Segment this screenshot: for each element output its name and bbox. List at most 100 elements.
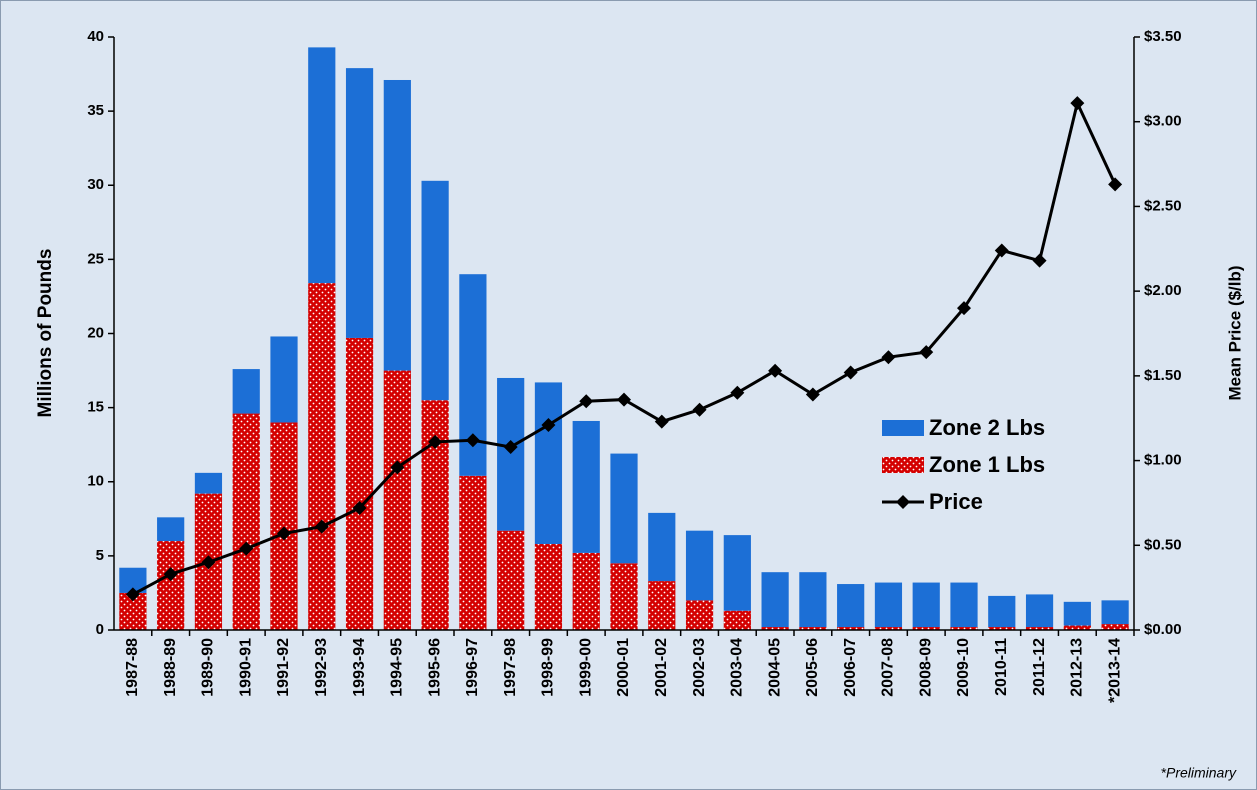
- y2-tick-label: $2.50: [1144, 197, 1182, 214]
- bar: [157, 541, 185, 630]
- bar: [497, 377, 525, 531]
- y2-tick-label: $3.50: [1144, 28, 1182, 45]
- price-marker: [314, 519, 329, 534]
- bar: [383, 370, 411, 630]
- price-marker: [730, 385, 745, 400]
- y-tick-label: 5: [96, 547, 104, 564]
- bar: [1025, 594, 1054, 628]
- bar: [497, 530, 525, 630]
- bar: [1063, 601, 1091, 626]
- bar: [270, 422, 298, 630]
- y-tick-label: 35: [87, 102, 104, 119]
- x-tick-label: 2010-11: [993, 638, 1010, 696]
- x-tick-label: 2005-06: [804, 638, 821, 697]
- bar: [270, 336, 298, 423]
- price-marker: [617, 392, 631, 407]
- bar: [610, 563, 638, 630]
- x-tick-label: 1988-89: [162, 638, 179, 697]
- x-tick-label: 2011-12: [1031, 638, 1048, 696]
- y2-tick-label: $2.00: [1144, 282, 1182, 299]
- price-marker: [428, 434, 443, 449]
- price-marker: [352, 501, 367, 516]
- y2-tick-label: $3.00: [1144, 113, 1182, 130]
- bar: [648, 581, 676, 630]
- bar: [232, 413, 260, 630]
- price-marker: [1108, 177, 1123, 192]
- y2-tick-label: $1.50: [1144, 367, 1182, 384]
- price-marker: [881, 350, 896, 365]
- bar: [837, 584, 865, 628]
- x-tick-label: 1993-94: [351, 638, 368, 697]
- y-tick-label: 10: [87, 473, 104, 490]
- bar: [837, 627, 865, 630]
- x-tick-label: 1991-92: [275, 638, 292, 697]
- bar: [157, 517, 185, 542]
- x-tick-label: 1992-93: [313, 638, 330, 697]
- bar: [685, 530, 714, 601]
- bar: [799, 572, 827, 628]
- x-tick-label: 2004-05: [766, 638, 783, 697]
- bar: [950, 627, 978, 630]
- y2-tick-label: $0.50: [1144, 536, 1182, 553]
- bar: [723, 610, 751, 630]
- x-tick-label: 1987-88: [124, 638, 141, 697]
- x-tick-label: 2002-03: [691, 638, 708, 697]
- price-marker: [465, 433, 480, 448]
- price-marker: [503, 440, 518, 455]
- price-marker: [579, 394, 594, 409]
- footnote: *Preliminary: [1161, 765, 1237, 781]
- x-tick-label: 1995-96: [426, 638, 443, 697]
- price-marker: [994, 243, 1009, 258]
- bar: [572, 552, 600, 630]
- x-tick-label: 1996-97: [464, 638, 481, 697]
- bar: [723, 535, 751, 611]
- price-marker: [843, 365, 858, 380]
- bar: [761, 572, 789, 628]
- bar: [421, 180, 449, 401]
- price-marker: [201, 555, 216, 570]
- bar: [1025, 627, 1054, 630]
- bar: [194, 472, 223, 494]
- legend-label: Zone 2 Lbs: [929, 415, 1045, 440]
- y-tick-label: 40: [87, 28, 104, 45]
- price-marker: [919, 345, 934, 360]
- x-tick-label: 2009-10: [955, 638, 972, 697]
- y-tick-label: 25: [87, 250, 104, 267]
- bar: [1063, 625, 1091, 630]
- bar: [308, 47, 336, 284]
- legend-label: Price: [929, 489, 983, 514]
- x-tick-label: 2007-08: [880, 638, 897, 697]
- bar: [534, 544, 563, 630]
- bar: [950, 582, 978, 628]
- bar: [345, 68, 374, 338]
- x-tick-label: 1997-98: [502, 638, 519, 697]
- x-tick-label: 2006-07: [842, 638, 859, 697]
- x-tick-label: 1990-91: [237, 638, 254, 697]
- price-marker: [277, 526, 291, 541]
- bar: [988, 627, 1016, 630]
- bar: [383, 79, 411, 371]
- bar: [799, 627, 827, 630]
- bar: [610, 453, 638, 564]
- x-tick-label: 1999-00: [577, 638, 594, 697]
- x-tick-label: 2003-04: [729, 638, 746, 697]
- legend-swatch: [882, 457, 924, 473]
- bar: [648, 512, 676, 582]
- price-marker: [805, 387, 820, 402]
- bar: [912, 627, 940, 630]
- legend-swatch: [882, 420, 924, 436]
- legend-swatch: [896, 495, 910, 509]
- x-tick-label: *2013-14: [1106, 638, 1123, 703]
- price-marker: [239, 541, 254, 556]
- bar: [572, 420, 600, 553]
- y-tick-label: 30: [87, 176, 104, 193]
- price-marker: [125, 587, 140, 602]
- y2-tick-label: $1.00: [1144, 452, 1182, 469]
- x-tick-label: 1998-99: [540, 638, 557, 697]
- legend-label: Zone 1 Lbs: [929, 452, 1045, 477]
- price-marker: [768, 363, 783, 378]
- x-tick-label: 2008-09: [917, 638, 934, 697]
- y-tick-label: 15: [87, 399, 104, 416]
- x-tick-label: 1994-95: [389, 638, 406, 697]
- bar: [761, 627, 789, 630]
